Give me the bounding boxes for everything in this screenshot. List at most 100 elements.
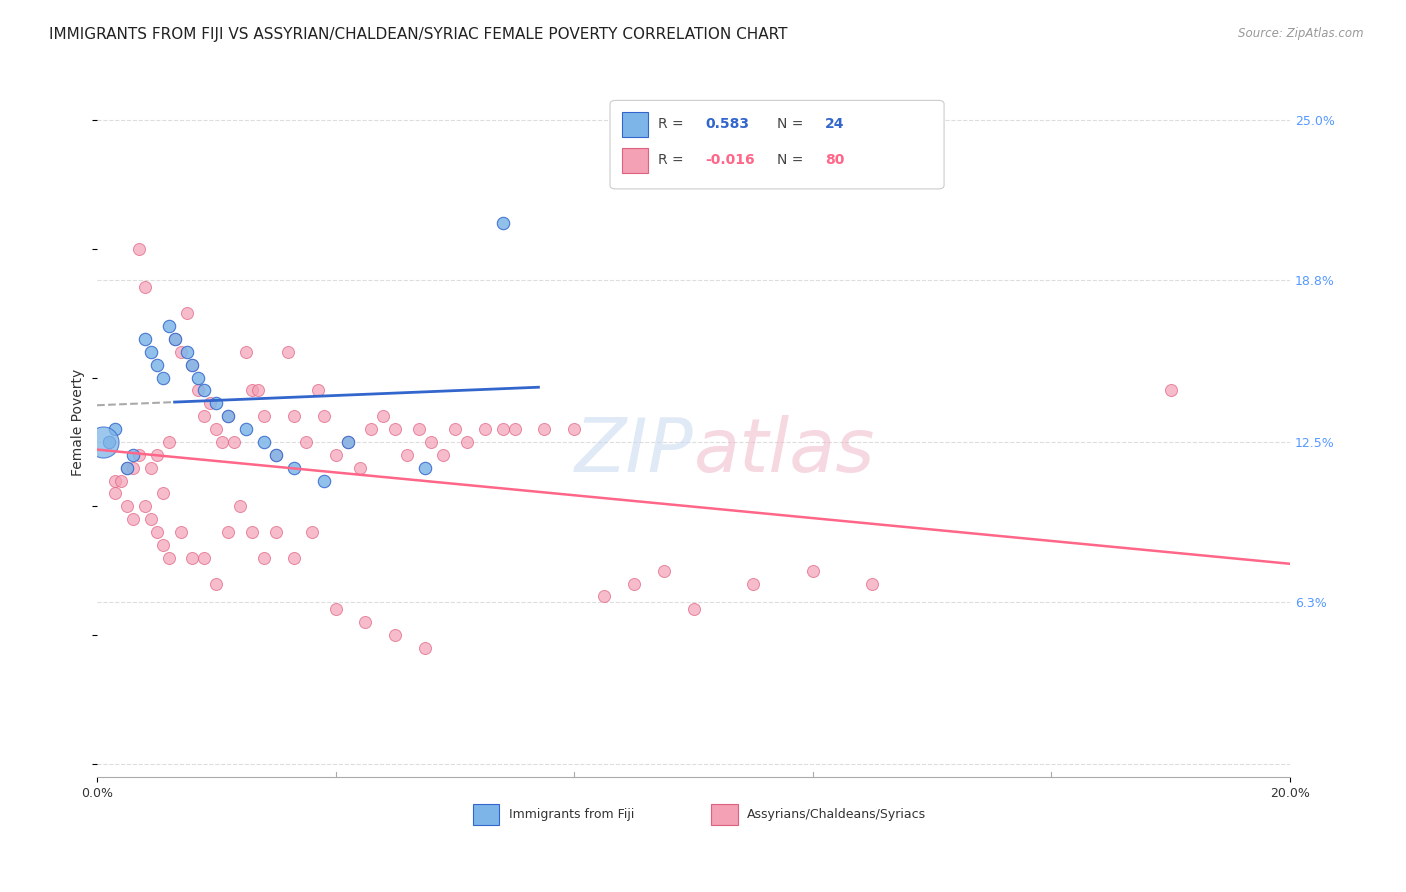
Point: [134, 280, 156, 294]
Point: [187, 370, 209, 384]
Point: [253, 409, 276, 424]
Point: [229, 500, 252, 514]
Y-axis label: Female Poverty: Female Poverty: [72, 369, 86, 476]
Point: [240, 525, 263, 540]
FancyBboxPatch shape: [610, 101, 943, 189]
Point: [152, 538, 174, 552]
Point: [336, 434, 359, 449]
Point: [145, 525, 167, 540]
Point: [139, 460, 162, 475]
Text: R =: R =: [658, 118, 688, 131]
Point: [121, 512, 143, 526]
Point: [742, 576, 765, 591]
Point: [413, 640, 436, 655]
Point: [253, 434, 276, 449]
Point: [205, 576, 228, 591]
Point: [187, 384, 209, 398]
Point: [503, 422, 526, 436]
Point: [200, 396, 222, 410]
Point: [264, 448, 287, 462]
Point: [474, 422, 496, 436]
FancyBboxPatch shape: [472, 804, 499, 825]
Point: [128, 448, 150, 462]
Text: N =: N =: [778, 153, 808, 167]
Point: [98, 434, 121, 449]
Text: ZIP: ZIP: [575, 415, 693, 487]
Point: [169, 344, 191, 359]
Point: [301, 525, 323, 540]
Text: 24: 24: [825, 118, 844, 131]
Point: [240, 384, 263, 398]
Text: R =: R =: [658, 153, 688, 167]
Point: [264, 525, 287, 540]
Point: [211, 434, 233, 449]
FancyBboxPatch shape: [621, 148, 648, 173]
Point: [163, 332, 186, 346]
Point: [444, 422, 467, 436]
Text: IMMIGRANTS FROM FIJI VS ASSYRIAN/CHALDEAN/SYRIAC FEMALE POVERTY CORRELATION CHAR: IMMIGRANTS FROM FIJI VS ASSYRIAN/CHALDEA…: [49, 27, 787, 42]
Point: [283, 409, 305, 424]
Point: [217, 409, 239, 424]
Point: [193, 384, 215, 398]
Text: Immigrants from Fiji: Immigrants from Fiji: [509, 808, 634, 821]
Point: [384, 422, 406, 436]
Point: [152, 486, 174, 500]
Text: 80: 80: [825, 153, 844, 167]
Point: [104, 474, 127, 488]
Point: [283, 550, 305, 565]
Point: [492, 216, 515, 230]
Point: [235, 422, 257, 436]
Point: [623, 576, 645, 591]
Point: [193, 550, 215, 565]
Point: [193, 409, 215, 424]
Text: N =: N =: [778, 118, 808, 131]
Point: [121, 460, 143, 475]
Point: [176, 344, 198, 359]
Point: [420, 434, 443, 449]
Point: [157, 319, 180, 334]
Point: [181, 358, 204, 372]
Point: [104, 486, 127, 500]
Point: [413, 460, 436, 475]
Point: [312, 409, 335, 424]
Point: [801, 564, 824, 578]
Point: [235, 344, 257, 359]
Point: [217, 409, 239, 424]
FancyBboxPatch shape: [711, 804, 738, 825]
Point: [134, 500, 156, 514]
Point: [456, 434, 478, 449]
Point: [115, 460, 138, 475]
Point: [682, 602, 704, 616]
Point: [492, 422, 515, 436]
Point: [396, 448, 419, 462]
Text: Source: ZipAtlas.com: Source: ZipAtlas.com: [1239, 27, 1364, 40]
Point: [205, 422, 228, 436]
Text: 0.583: 0.583: [706, 118, 749, 131]
Point: [253, 550, 276, 565]
Text: atlas: atlas: [693, 415, 875, 487]
Point: [91, 434, 114, 449]
Text: Assyrians/Chaldeans/Syriacs: Assyrians/Chaldeans/Syriacs: [747, 808, 927, 821]
Point: [432, 448, 454, 462]
Point: [325, 602, 347, 616]
Point: [128, 242, 150, 256]
Point: [562, 422, 585, 436]
Point: [247, 384, 270, 398]
Point: [1160, 384, 1182, 398]
Point: [354, 615, 377, 630]
Point: [205, 396, 228, 410]
Point: [652, 564, 675, 578]
Point: [336, 434, 359, 449]
Point: [115, 500, 138, 514]
Point: [360, 422, 382, 436]
Point: [312, 474, 335, 488]
Point: [163, 332, 186, 346]
Point: [224, 434, 246, 449]
Point: [181, 550, 204, 565]
Point: [145, 448, 167, 462]
Text: -0.016: -0.016: [706, 153, 755, 167]
Point: [134, 332, 156, 346]
Point: [325, 448, 347, 462]
Point: [277, 344, 299, 359]
Point: [145, 358, 167, 372]
